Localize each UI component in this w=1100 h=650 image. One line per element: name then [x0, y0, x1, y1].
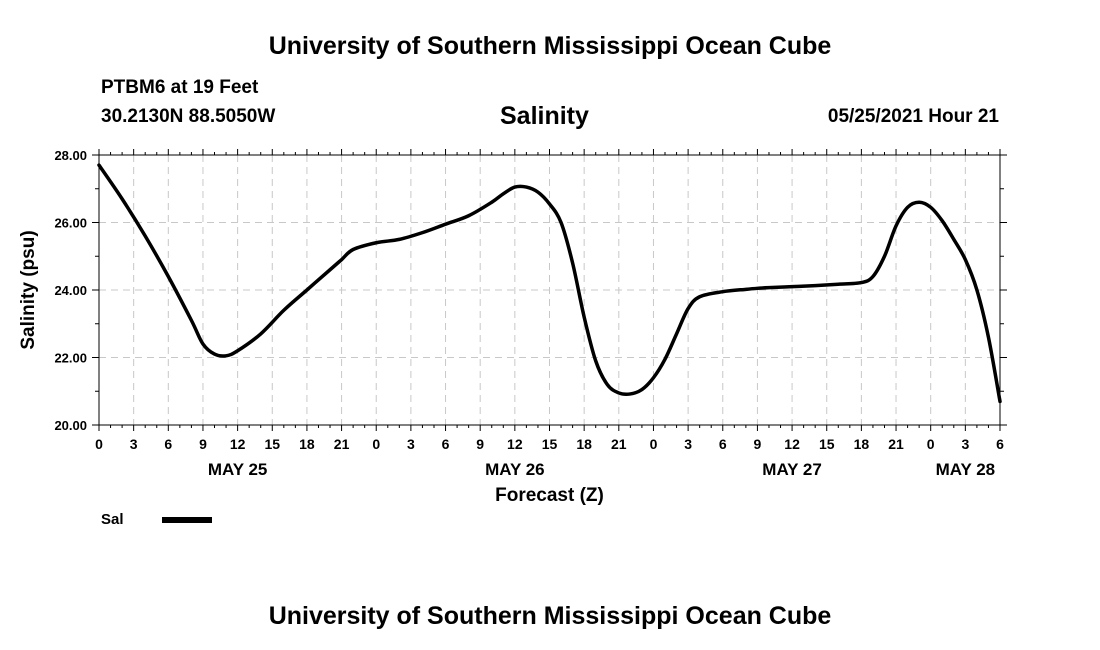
- x-tick-label: 6: [164, 436, 172, 452]
- x-tick-label: 3: [684, 436, 692, 452]
- x-tick-label: 18: [299, 436, 315, 452]
- x-tick-label: 0: [650, 436, 658, 452]
- x-tick-label: 3: [407, 436, 415, 452]
- chart-title: Salinity: [500, 102, 589, 130]
- x-tick-label: 15: [264, 436, 280, 452]
- x-tick-label: 9: [199, 436, 207, 452]
- x-axis-label: Forecast (Z): [495, 485, 604, 506]
- y-tick-label: 22.00: [54, 351, 87, 366]
- x-tick-label: 12: [230, 436, 246, 452]
- y-tick-label: 24.00: [54, 283, 87, 298]
- x-tick-label: 18: [576, 436, 592, 452]
- timestamp-label: 05/25/2021 Hour 21: [827, 106, 999, 127]
- x-tick-label: 0: [927, 436, 935, 452]
- day-label: MAY 28: [936, 460, 996, 479]
- coordinates-label: 30.2130N 88.5050W: [101, 106, 276, 127]
- x-tick-label: 0: [95, 436, 103, 452]
- x-tick-label: 12: [784, 436, 800, 452]
- x-tick-label: 0: [372, 436, 380, 452]
- x-tick-label: 21: [888, 436, 904, 452]
- x-tick-label: 9: [754, 436, 762, 452]
- x-tick-label: 21: [334, 436, 350, 452]
- x-tick-label: 21: [611, 436, 627, 452]
- legend-label: Sal: [101, 511, 124, 528]
- y-tick-label: 20.00: [54, 418, 87, 433]
- x-tick-label: 12: [507, 436, 523, 452]
- day-label: MAY 27: [762, 460, 822, 479]
- x-tick-label: 9: [476, 436, 484, 452]
- y-tick-label: 26.00: [54, 216, 87, 231]
- x-tick-label: 6: [996, 436, 1004, 452]
- x-tick-label: 15: [542, 436, 558, 452]
- day-label: MAY 26: [485, 460, 545, 479]
- x-tick-label: 15: [819, 436, 835, 452]
- x-tick-label: 6: [719, 436, 727, 452]
- x-tick-label: 6: [442, 436, 450, 452]
- page-title: University of Southern Mississippi Ocean…: [268, 32, 832, 60]
- day-label: MAY 25: [208, 460, 268, 479]
- y-axis-label: Salinity (psu): [18, 230, 39, 349]
- station-label: PTBM6 at 19 Feet: [101, 77, 259, 98]
- footer-title: University of Southern Mississippi Ocean…: [268, 602, 832, 630]
- x-tick-label: 18: [854, 436, 870, 452]
- x-tick-label: 3: [130, 436, 138, 452]
- x-tick-label: 3: [961, 436, 969, 452]
- y-tick-label: 28.00: [54, 148, 87, 163]
- series-line-sal: [97, 163, 1002, 404]
